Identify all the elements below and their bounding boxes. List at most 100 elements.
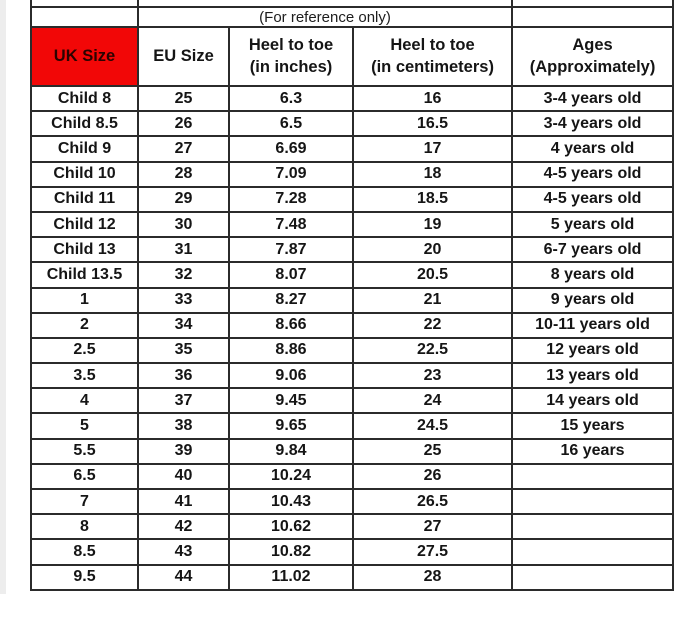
table-cell: 5.5 (30, 437, 139, 465)
table-cell: 10.24 (228, 462, 354, 491)
table-cell: 2.5 (30, 336, 139, 365)
table-cell: 39 (137, 437, 230, 465)
table-cell: 24.5 (351, 412, 514, 440)
table-row: 8.5 43 10.82 27.5 (30, 538, 675, 566)
table-cell: 42 (137, 513, 230, 541)
table-cell: 4 years old (511, 135, 675, 163)
table-row: 1 33 8.27 21 9 years old (30, 286, 675, 314)
table-cell: Child 11 (30, 185, 139, 213)
table-cell: 6.5 (228, 110, 354, 138)
table-cell: 26 (137, 110, 230, 138)
header-ages: Ages (Approximately) (511, 26, 675, 87)
header-label: Heel to toe (390, 36, 475, 55)
table-cell: 16 years (511, 437, 675, 465)
table-cell: Child 9 (30, 135, 139, 163)
table-row: 8 42 10.62 27 (30, 513, 675, 541)
table-cell: 7.48 (228, 210, 354, 239)
table-cell: 22.5 (351, 336, 514, 365)
table-cell: Child 12 (30, 210, 139, 239)
table-row: Child 8.5 26 6.5 16.5 3-4 years old (30, 110, 675, 138)
table-cell: 27 (137, 135, 230, 163)
table-cell: 8 (30, 513, 139, 541)
table-row: Child 9 27 6.69 17 4 years old (30, 135, 675, 163)
header-label: EU Size (153, 46, 214, 65)
table-cell: 8.86 (228, 336, 354, 365)
header-eu-size: EU Size (137, 26, 230, 87)
table-cell: 33 (137, 286, 230, 314)
table-row: Child 10 28 7.09 18 4-5 years old (30, 160, 675, 188)
cutoff-row (30, 0, 675, 8)
table-cell: 40 (137, 462, 230, 491)
table-cell: 13 years old (511, 362, 675, 390)
table-cell: 38 (137, 412, 230, 440)
table-cell: 31 (137, 236, 230, 264)
header-sublabel: (Approximately) (529, 57, 656, 76)
table-cell: 1 (30, 286, 139, 314)
table-cell: 9.84 (228, 437, 354, 465)
reference-row-spacer (30, 6, 139, 28)
table-cell: 9.65 (228, 412, 354, 440)
header-heel-to-toe-centimeters: Heel to toe (in centimeters) (351, 26, 514, 87)
table-head-section: (For reference only) UK Size EU Size Hee… (30, 0, 675, 87)
table-row: 5 38 9.65 24.5 15 years (30, 412, 675, 440)
table-cell: 3.5 (30, 362, 139, 390)
table-cell: 28 (137, 160, 230, 188)
table-cell: 27.5 (351, 538, 514, 566)
table-cell (511, 487, 675, 516)
table-cell: 10.43 (228, 487, 354, 516)
table-cell: 19 (351, 210, 514, 239)
table-cell: 23 (351, 362, 514, 390)
cutoff-cell (511, 0, 675, 8)
table-cell: 17 (351, 135, 514, 163)
table-cell (511, 462, 675, 491)
table-cell: 6.3 (228, 84, 354, 113)
table-row: 4 37 9.45 24 14 years old (30, 387, 675, 415)
table-cell: 44 (137, 563, 230, 591)
table-cell: Child 8 (30, 84, 139, 113)
table-row: Child 13.5 32 8.07 20.5 8 years old (30, 261, 675, 289)
table-row: 2 34 8.66 22 10-11 years old (30, 311, 675, 339)
table-cell: 5 (30, 412, 139, 440)
table-row: 6.5 40 10.24 26 (30, 462, 675, 491)
table-cell: 29 (137, 185, 230, 213)
table-cell: 16 (351, 84, 514, 113)
table-body: Child 8 25 6.3 16 3-4 years old Child 8.5 26 6.… (30, 84, 675, 591)
table-cell: 4 (30, 387, 139, 415)
header-sublabel: (in inches) (249, 57, 333, 76)
header-uk-size: UK Size (30, 26, 139, 87)
table-cell: Child 13 (30, 236, 139, 264)
table-cell: 7.28 (228, 185, 354, 213)
table-row: 5.5 39 9.84 25 16 years (30, 437, 675, 465)
table-cell: 8 years old (511, 261, 675, 289)
table-row: Child 8 25 6.3 16 3-4 years old (30, 84, 675, 113)
header-label: Ages (572, 36, 613, 55)
table-cell: 20.5 (351, 261, 514, 289)
table-cell: 37 (137, 387, 230, 415)
table-cell: 32 (137, 261, 230, 289)
table-cell: 20 (351, 236, 514, 264)
table-cell: 14 years old (511, 387, 675, 415)
table-row: 2.5 35 8.86 22.5 12 years old (30, 336, 675, 365)
header-label: Heel to toe (248, 36, 334, 55)
table-cell: 4-5 years old (511, 160, 675, 188)
table-cell: 9.06 (228, 362, 354, 390)
table-cell: Child 13.5 (30, 261, 139, 289)
table-cell: 7.87 (228, 236, 354, 264)
table-row: 3.5 36 9.06 23 13 years old (30, 362, 675, 390)
table-cell (511, 563, 675, 591)
table-cell: 8.66 (228, 311, 354, 339)
table-cell: 9.5 (30, 563, 139, 591)
table-cell: 43 (137, 538, 230, 566)
table-cell: 35 (137, 336, 230, 365)
header-row: UK Size EU Size Heel to toe (in inches) … (30, 26, 675, 87)
table-row: Child 12 30 7.48 19 5 years old (30, 210, 675, 239)
table-cell: 26 (351, 462, 514, 491)
table-cell: 8.07 (228, 261, 354, 289)
table-cell: 21 (351, 286, 514, 314)
cutoff-cell (136, 0, 514, 8)
table-row: 9.5 44 11.02 28 (30, 563, 675, 591)
table-cell: 3-4 years old (511, 110, 675, 138)
table-cell: 9 years old (511, 286, 675, 314)
reference-row: (For reference only) (30, 6, 675, 28)
